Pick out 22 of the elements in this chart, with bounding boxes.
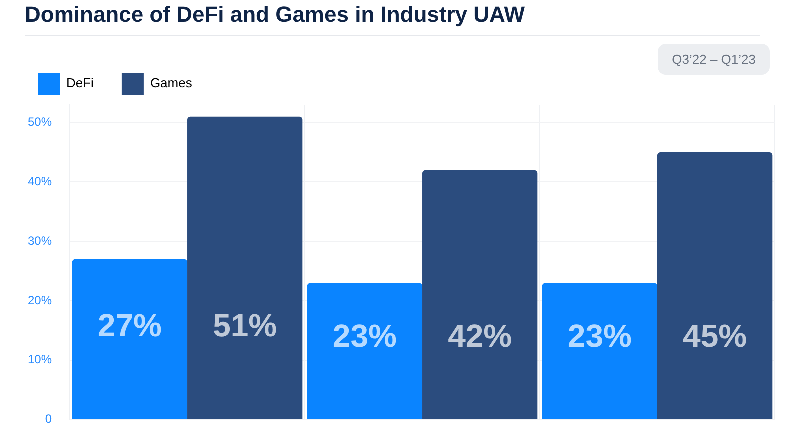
bar	[188, 116, 303, 420]
chart-title: Dominance of DeFi and Games in Industry UAW	[25, 2, 525, 28]
bar	[542, 283, 658, 420]
data-label: 27%	[98, 307, 162, 344]
legend-label: Games	[150, 76, 193, 91]
y-tick-label: 0	[45, 412, 52, 426]
data-label: 51%	[213, 307, 278, 344]
y-tick-label: 30%	[28, 234, 52, 248]
bar	[422, 170, 538, 420]
data-label: 23%	[568, 318, 632, 354]
data-label: 42%	[448, 318, 512, 354]
legend-label: DeFi	[66, 76, 94, 91]
y-tick-label: 10%	[28, 352, 52, 367]
data-label: 23%	[332, 318, 397, 354]
chart-subtitle: Q3’22 – Q1’23	[658, 44, 770, 75]
bar	[658, 152, 773, 420]
bar	[72, 259, 188, 420]
data-label: 45%	[683, 318, 748, 354]
y-tick-label: 20%	[28, 293, 52, 308]
bar	[307, 283, 423, 420]
y-tick-label: 40%	[28, 174, 52, 189]
y-tick-label: 50%	[28, 115, 52, 130]
